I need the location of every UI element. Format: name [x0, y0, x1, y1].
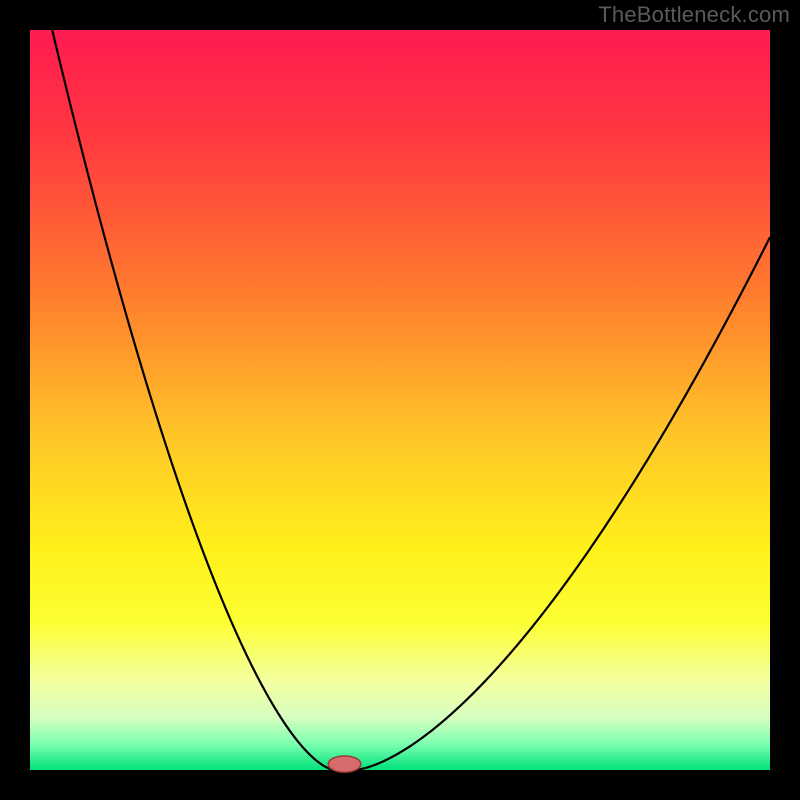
optimal-marker	[328, 756, 361, 772]
bottleneck-chart	[0, 0, 800, 800]
watermark-text: TheBottleneck.com	[598, 2, 790, 28]
chart-container: TheBottleneck.com	[0, 0, 800, 800]
chart-gradient-bg	[30, 30, 770, 770]
